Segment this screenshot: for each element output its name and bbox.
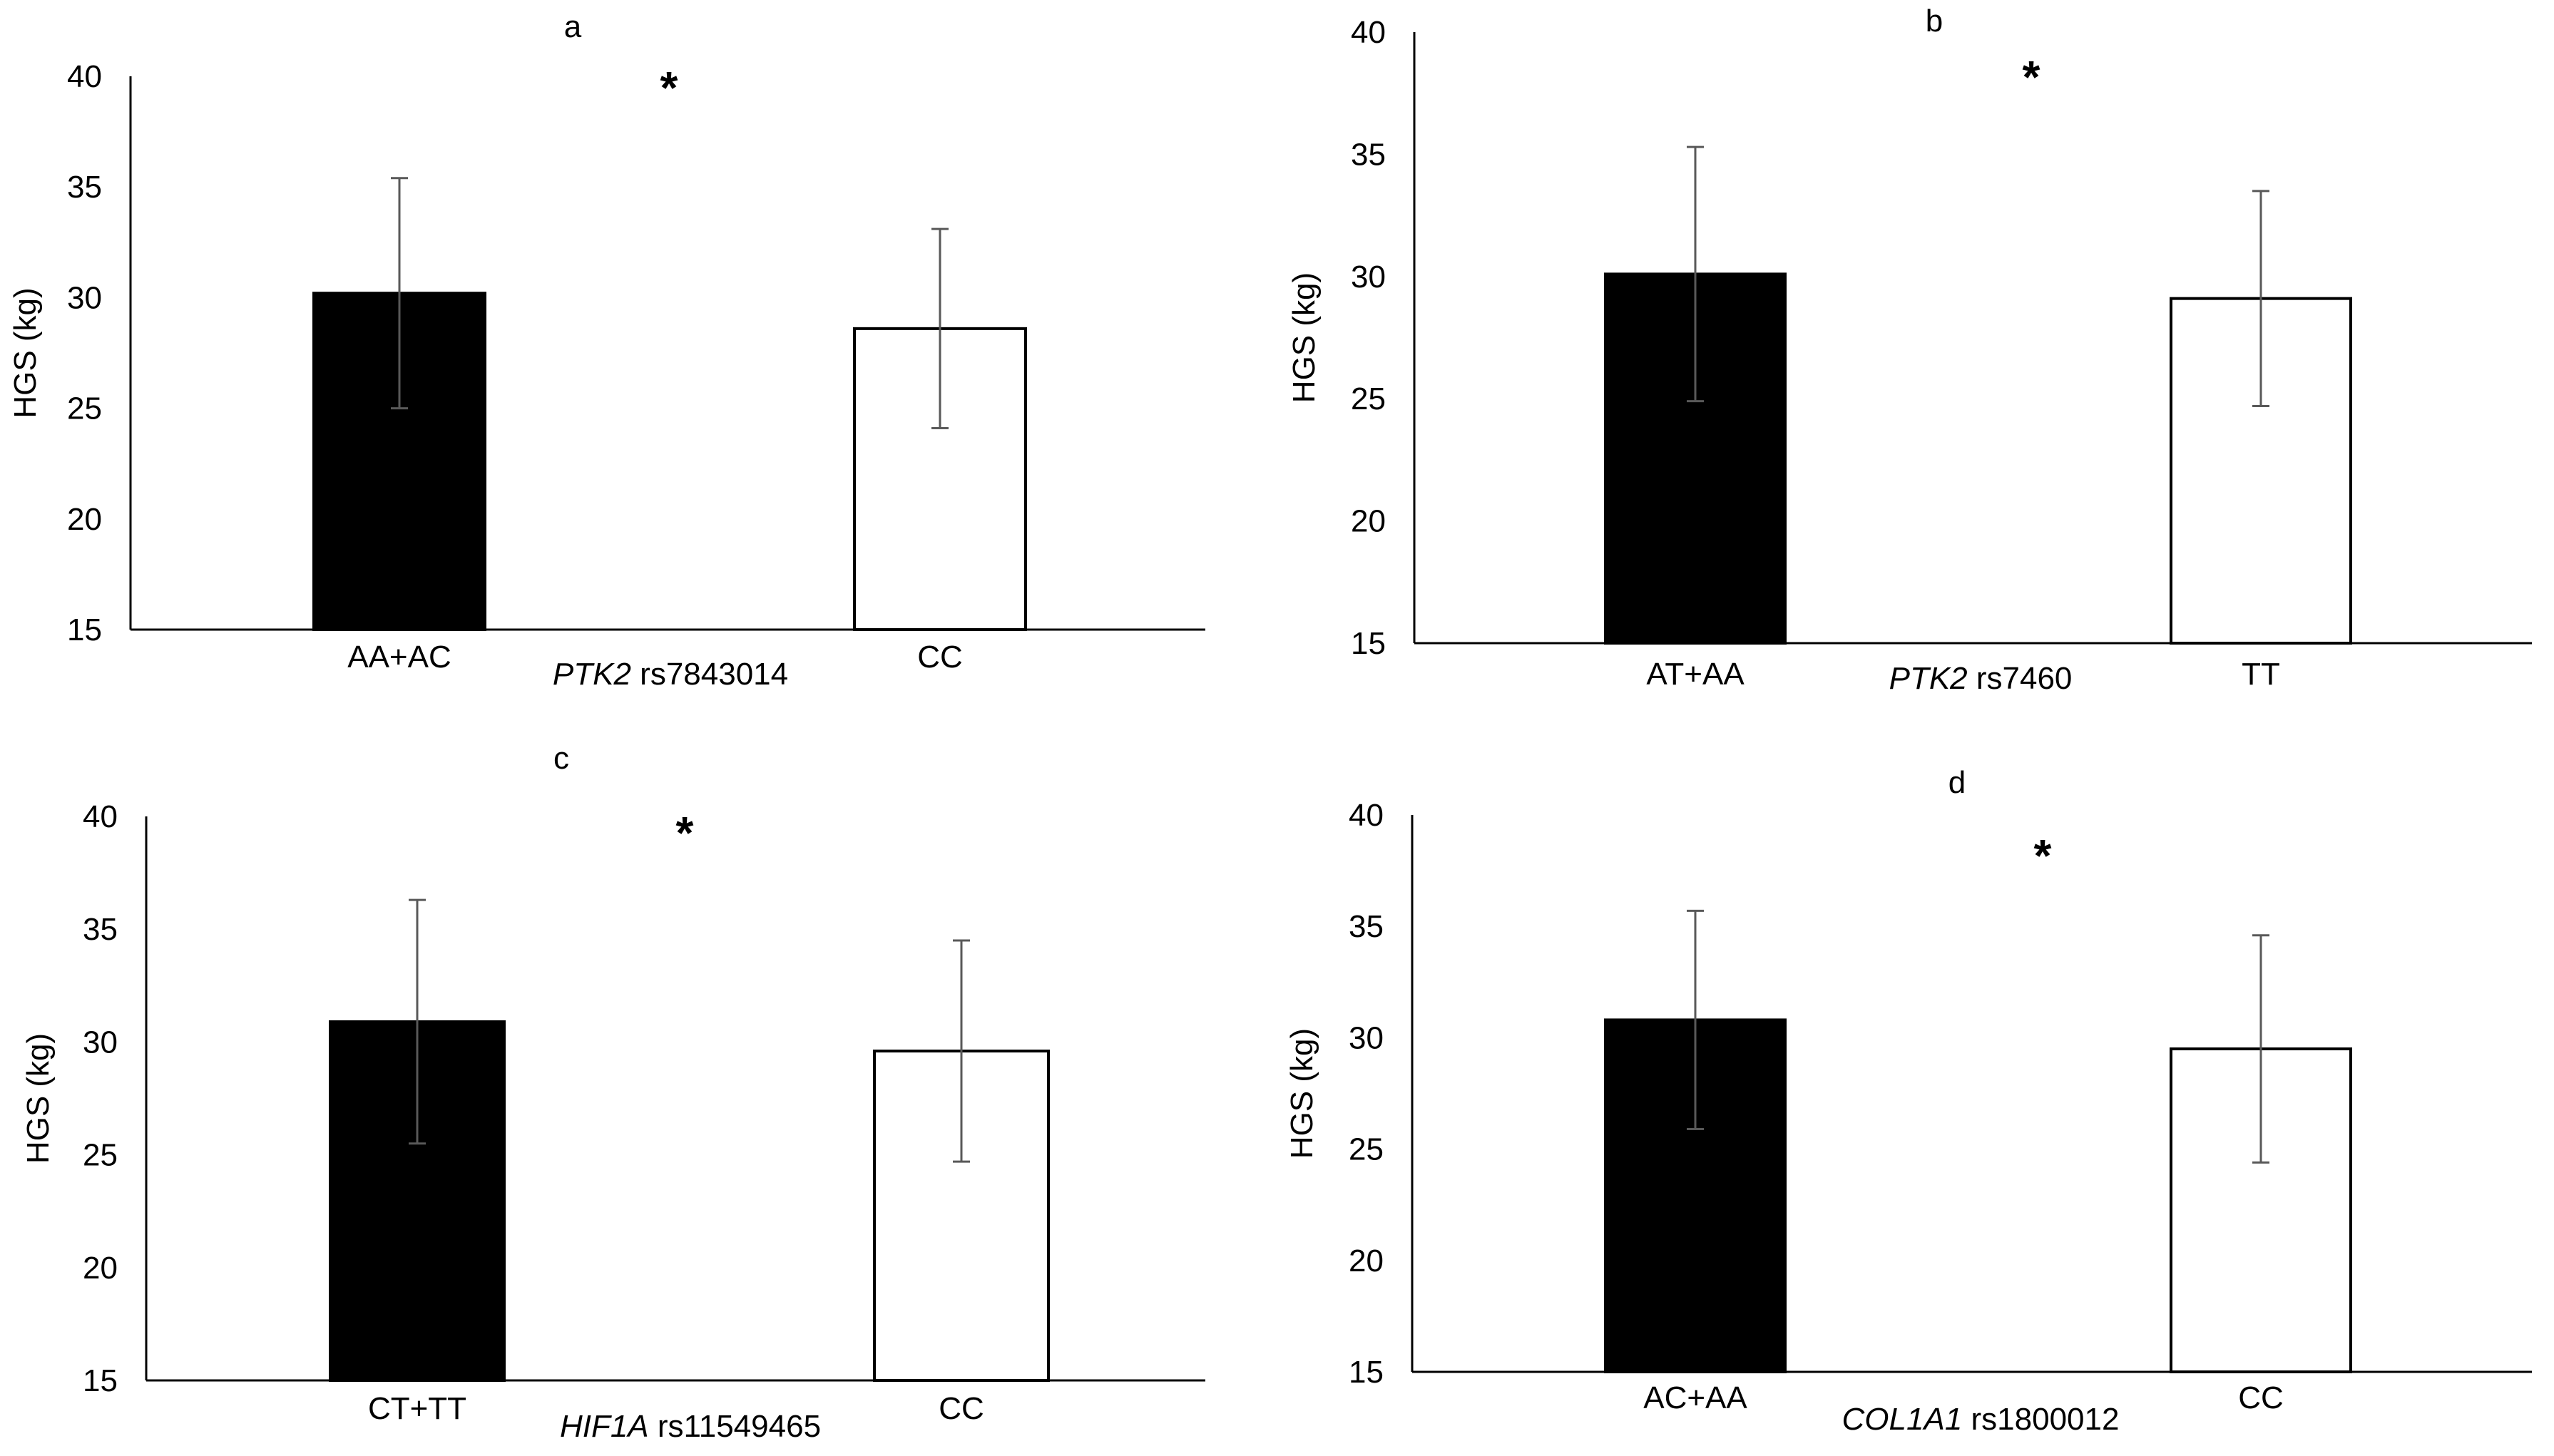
y-tick-label: 35 [1351, 137, 1386, 172]
y-axis-label: HGS (kg) [8, 287, 43, 418]
category-label: AA+AC [347, 640, 451, 675]
category-label: CC [917, 640, 963, 675]
x-axis-gene: COL1A1 [1842, 1402, 1963, 1437]
error-bar-AT+AA [1687, 145, 1704, 403]
y-tick-label: 20 [83, 1251, 118, 1286]
y-tick-label: 40 [67, 59, 102, 94]
chart-panel-a: 15 20 25 30 35 40 HGS (kg) AA+AC CC a * PTK2 rs7843… [8, 9, 1205, 692]
error-bar-AC+AA [1687, 909, 1704, 1130]
y-tick-label: 40 [1349, 798, 1384, 833]
y-tick-label: 25 [1351, 381, 1386, 416]
bar-AT+AA [1604, 272, 1787, 645]
x-axis-snp: rs11549465 [649, 1409, 821, 1444]
x-axis-snp: rs1800012 [1962, 1402, 2119, 1437]
x-axis-gene: PTK2 [1889, 661, 1968, 696]
y-tick-label: 15 [1349, 1355, 1384, 1390]
chart-panel-b: 15 20 25 30 35 40 HGS (kg) AT+AA TT b * PTK2 rs7460 [1287, 4, 2532, 696]
category-label: AT+AA [1646, 657, 1745, 692]
significance-marker: * [2034, 830, 2052, 881]
y-axis-label: HGS (kg) [21, 1033, 56, 1164]
y-tick-label: 35 [1349, 909, 1384, 944]
y-tick-label: 20 [1349, 1244, 1384, 1278]
y-axis-label: HGS (kg) [1287, 272, 1322, 403]
category-label: CC [2238, 1380, 2284, 1415]
x-axis-label: PTK2 rs7460 [1889, 661, 2073, 696]
y-tick-label: 35 [67, 170, 102, 205]
y-tick-label: 35 [83, 912, 118, 947]
x-axis-label: COL1A1 rs1800012 [1842, 1402, 2120, 1437]
y-tick-label: 15 [1351, 626, 1386, 661]
y-tick-label: 20 [1351, 504, 1386, 539]
y-tick-label: 20 [67, 502, 102, 537]
y-tick-label: 15 [83, 1363, 118, 1398]
x-axis-snp: rs7460 [1968, 661, 2073, 696]
category-label: AC+AA [1643, 1380, 1747, 1415]
error-bar-CC [953, 939, 970, 1163]
category-label: CC [939, 1391, 984, 1426]
panel-label: a [564, 9, 582, 44]
chart-panel-c: 15 20 25 30 35 40 HGS (kg) CT+TT CC c * HIF1A rs115… [21, 741, 1205, 1444]
category-label: TT [2242, 657, 2280, 692]
x-axis-label: PTK2 rs7843014 [553, 657, 788, 692]
y-tick-label: 30 [67, 280, 102, 315]
x-axis-label: HIF1A rs11549465 [560, 1409, 821, 1444]
x-axis-gene: HIF1A [560, 1409, 649, 1444]
y-tick-label: 25 [67, 391, 102, 426]
y-tick-label: 25 [83, 1138, 118, 1173]
category-label: CT+TT [368, 1391, 466, 1426]
error-bar-CT+TT [409, 898, 426, 1145]
chart-panel-d: 15 20 25 30 35 40 HGS (kg) AC+AA CC d * COL1A1 rs18… [1284, 765, 2532, 1437]
y-tick-label: 40 [1351, 15, 1386, 50]
y-tick-label: 30 [1349, 1020, 1384, 1055]
error-bar-CC [931, 227, 949, 430]
x-axis-snp: rs7843014 [631, 657, 788, 692]
bar-CC [853, 327, 1027, 631]
error-bar-CC [2252, 934, 2269, 1164]
y-tick-label: 30 [83, 1025, 118, 1060]
significance-marker: * [2023, 51, 2040, 103]
y-tick-label: 25 [1349, 1132, 1384, 1167]
panel-label: c [553, 741, 569, 776]
x-axis-gene: PTK2 [553, 657, 631, 692]
panel-label: b [1926, 4, 1943, 39]
significance-marker: * [660, 62, 678, 113]
error-bar-TT [2252, 190, 2269, 407]
error-bar-AA+AC [391, 177, 408, 410]
significance-marker: * [676, 807, 694, 858]
y-axis-label: HGS (kg) [1284, 1028, 1319, 1159]
y-tick-label: 40 [83, 799, 118, 834]
y-tick-label: 15 [67, 612, 102, 647]
y-tick-label: 30 [1351, 260, 1386, 294]
panel-label: d [1948, 765, 1966, 800]
